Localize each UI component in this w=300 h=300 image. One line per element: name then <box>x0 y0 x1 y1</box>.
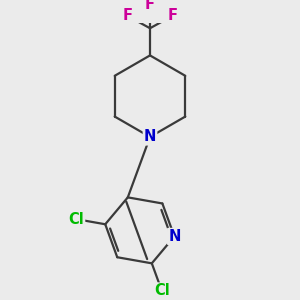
Text: F: F <box>145 0 155 12</box>
Text: N: N <box>144 129 156 144</box>
Text: Cl: Cl <box>154 284 170 298</box>
Text: Cl: Cl <box>68 212 84 226</box>
Text: N: N <box>168 229 181 244</box>
Text: F: F <box>122 8 132 23</box>
Text: F: F <box>168 8 178 23</box>
